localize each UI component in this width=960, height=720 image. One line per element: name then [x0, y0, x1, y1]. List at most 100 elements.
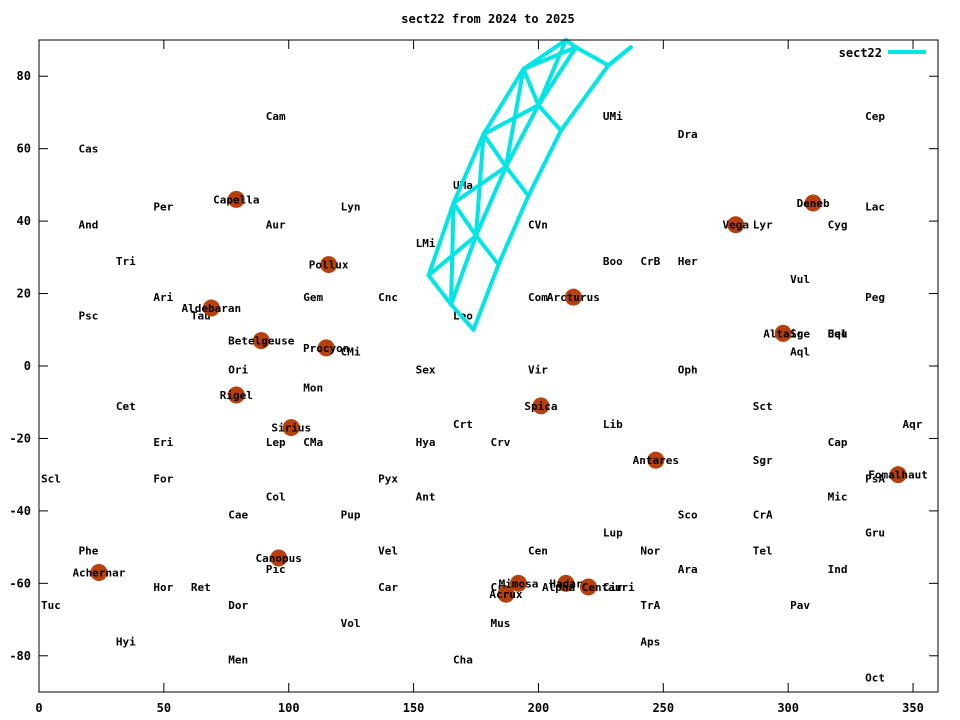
- sector-edge: [606, 45, 633, 68]
- constellation-label: Mus: [491, 617, 511, 630]
- constellation-label: Vir: [528, 364, 548, 377]
- constellation-label: Del: [828, 327, 848, 340]
- constellation-label: Com: [528, 291, 548, 304]
- constellation-labels: CamCasUMiDraCepUMaPerLynLacAndAurCVnLyrC…: [41, 110, 923, 684]
- constellation-label: Sco: [678, 509, 698, 522]
- constellation-label: Oct: [865, 672, 885, 685]
- constellation-label: Cap: [828, 436, 848, 449]
- star-marker: [557, 574, 575, 592]
- constellation-label: Sgr: [753, 454, 773, 467]
- x-tick-label: 200: [528, 701, 550, 715]
- star-marker: [727, 216, 745, 234]
- star-label: Betelgeuse: [228, 335, 295, 348]
- sector-diagonal: [536, 38, 568, 108]
- chart-title: sect22 from 2024 to 2025: [401, 12, 574, 26]
- constellation-label: Vel: [378, 545, 398, 558]
- sector-edge: [496, 193, 531, 267]
- sector-edge: [449, 233, 479, 307]
- x-tick-label: 150: [403, 701, 425, 715]
- star-label: Pollux: [309, 259, 349, 272]
- sector-edge: [536, 45, 578, 108]
- constellation-label: Scl: [41, 472, 61, 485]
- constellation-label: Cet: [116, 400, 136, 413]
- x-tick-label: 300: [777, 701, 799, 715]
- constellation-label: Lyn: [341, 201, 361, 214]
- constellation-label: Hyi: [116, 635, 136, 648]
- constellation-label: Lyr: [753, 219, 773, 232]
- x-tick-label: 0: [35, 701, 42, 715]
- constellation-label: Pav: [790, 599, 810, 612]
- x-tick-label: 350: [902, 701, 924, 715]
- star-marker: [282, 419, 300, 437]
- constellation-label: Dor: [228, 599, 248, 612]
- star-label: Hadar: [549, 577, 582, 590]
- sector-diagonal: [503, 66, 526, 169]
- star-label: Vega: [722, 219, 749, 232]
- constellation-label: PsA: [865, 472, 885, 485]
- plot-frame: [38, 39, 939, 693]
- constellation-label: Sex: [416, 364, 436, 377]
- sector-edge: [558, 63, 611, 133]
- star-marker: [579, 578, 597, 596]
- constellation-label: Nor: [640, 545, 660, 558]
- constellation-label: Phe: [78, 545, 98, 558]
- constellation-label: Vul: [790, 273, 810, 286]
- constellation-label: Col: [266, 490, 286, 503]
- constellation-label: Cam: [266, 110, 286, 123]
- axis-ticks: [38, 40, 938, 692]
- sector-edge: [451, 201, 479, 238]
- sector-outline: [426, 38, 633, 332]
- constellation-label: TrA: [640, 599, 660, 612]
- star-label: Spica: [524, 400, 557, 413]
- constellation-label: Per: [153, 201, 173, 214]
- star-labels: Capella Deneb Vega Pollux Arcturus Aldebaran A…: [72, 193, 927, 601]
- constellation-label: Ari: [153, 291, 173, 304]
- sector-edge: [474, 233, 501, 267]
- constellation-label: And: [78, 219, 98, 232]
- constellation-label: Gem: [303, 291, 323, 304]
- constellation-label: Cae: [228, 509, 248, 522]
- legend-label-sect22: sect22: [839, 46, 882, 60]
- constellation-label: Cyg: [828, 219, 848, 232]
- constellation-label: Aps: [640, 635, 660, 648]
- constellation-label: Ori: [228, 364, 248, 377]
- constellation-label: Lib: [603, 418, 623, 431]
- sector-edge: [481, 66, 526, 137]
- star-marker: [889, 466, 907, 484]
- constellation-label: Psc: [78, 309, 98, 322]
- axis-tick-labels: 0 50 100 150 200 250 300 350 -80 -60 -40 -20 0 20 40 60…: [9, 69, 924, 715]
- star-label: Acrux: [489, 588, 522, 601]
- constellation-label: Lup: [603, 527, 623, 540]
- constellation-label: Tri: [116, 255, 136, 268]
- sector-edge: [563, 38, 578, 50]
- star-marker: [647, 451, 665, 469]
- star-marker: [320, 256, 338, 274]
- y-tick-label: -60: [9, 576, 31, 590]
- star-marker: [202, 299, 220, 317]
- constellation-label: CMa: [303, 436, 323, 449]
- constellation-label: Boo: [603, 255, 623, 268]
- sector-edge: [471, 262, 501, 332]
- constellation-label: Eri: [153, 436, 173, 449]
- constellation-label: LMi: [416, 237, 436, 250]
- y-tick-label: -40: [9, 504, 31, 518]
- star-label: Capella: [213, 193, 259, 206]
- constellation-label: Mon: [303, 382, 323, 395]
- constellation-label: Aur: [266, 219, 286, 232]
- constellation-label: Pyx: [378, 472, 398, 485]
- constellation-label: Lac: [865, 201, 885, 214]
- constellation-label: Cir: [603, 581, 623, 594]
- star-label: Rigel: [220, 389, 253, 402]
- sector-edge: [426, 201, 456, 278]
- sector-edge: [573, 45, 611, 68]
- stars: [90, 190, 907, 603]
- y-tick-label: 20: [17, 287, 31, 301]
- sector-edge: [481, 132, 508, 169]
- star-marker: [774, 324, 792, 342]
- constellation-label: Vol: [341, 617, 361, 630]
- constellation-label: Tuc: [41, 599, 61, 612]
- star-marker: [317, 339, 335, 357]
- constellation-label: Aqr: [903, 418, 923, 431]
- constellation-label: Dra: [678, 128, 698, 141]
- star-label: Aldebaran: [182, 302, 242, 315]
